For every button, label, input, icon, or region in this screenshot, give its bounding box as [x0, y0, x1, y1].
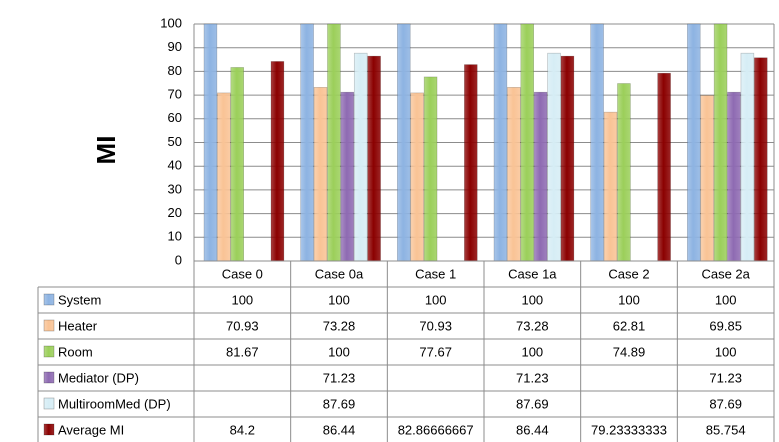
- data-label: 100: [425, 292, 447, 307]
- category-label: Case 2a: [701, 266, 750, 281]
- bar-average-mi-case-0a: [367, 55, 381, 262]
- bar-system-case-2a: [687, 23, 701, 262]
- y-tick-label: 90: [168, 39, 182, 54]
- bar-room-case-2: [617, 83, 631, 262]
- bar-mediator-dp-case-0a: [340, 91, 355, 262]
- data-label: 85.754: [706, 422, 746, 437]
- legend-swatch-mediator-dp: [43, 371, 55, 384]
- bar-room-case-1: [423, 76, 438, 262]
- data-label: 100: [715, 292, 737, 307]
- bar-room-case-2a: [713, 23, 728, 262]
- y-axis-label: MI: [91, 136, 121, 165]
- bar-heater-case-2: [603, 111, 618, 262]
- data-label: 74.89: [613, 344, 646, 359]
- bar-system-case-0: [203, 23, 218, 262]
- bar-system-case-0a: [300, 23, 314, 262]
- y-tick-label: 10: [168, 229, 182, 244]
- bar-room-case-0a: [327, 23, 341, 262]
- data-label: 71.23: [323, 370, 356, 385]
- data-label: 100: [618, 292, 640, 307]
- data-label: 100: [328, 344, 350, 359]
- bar-system-case-1: [397, 23, 411, 262]
- data-label: 87.69: [516, 396, 549, 411]
- bar-multiroommed-dp-case-1a: [547, 52, 561, 262]
- data-label: 62.81: [613, 318, 646, 333]
- data-label: 82.86666667: [398, 422, 474, 437]
- legend-swatch-heater: [43, 319, 55, 332]
- legend-swatch-multiroommed-dp: [43, 397, 55, 410]
- data-label: 71.23: [516, 370, 549, 385]
- legend-label-multiroommed-dp: MultiroomMed (DP): [58, 396, 171, 411]
- bar-heater-case-0a: [313, 87, 328, 262]
- bar-average-mi-case-2a: [754, 57, 768, 262]
- data-label: 69.85: [709, 318, 742, 333]
- bar-multiroommed-dp-case-2a: [740, 52, 755, 262]
- bar-average-mi-case-2: [657, 72, 671, 262]
- bar-system-case-1a: [493, 23, 508, 262]
- data-label: 71.23: [709, 370, 742, 385]
- data-label: 100: [715, 344, 737, 359]
- bar-multiroommed-dp-case-0a: [353, 52, 368, 262]
- y-tick-label: 0: [175, 252, 182, 267]
- data-label: 84.2: [230, 422, 255, 437]
- bar-heater-case-1: [410, 92, 424, 262]
- bars: [203, 23, 768, 262]
- y-axis-ticks: 0 10 20 30 40 50 60 70 80 90 100: [160, 15, 182, 267]
- data-label: 100: [521, 344, 543, 359]
- bar-average-mi-case-0: [270, 61, 285, 262]
- bar-heater-case-1a: [507, 87, 521, 262]
- category-label: Case 1: [415, 266, 456, 281]
- data-label: 100: [231, 292, 253, 307]
- data-label: 77.67: [419, 344, 452, 359]
- legend-label-room: Room: [58, 344, 93, 359]
- legend-label-system: System: [58, 292, 101, 307]
- category-label: Case 2: [608, 266, 649, 281]
- bar-mediator-dp-case-2a: [727, 91, 741, 262]
- data-label: 86.44: [323, 422, 356, 437]
- data-label: 86.44: [516, 422, 549, 437]
- bar-room-case-0: [230, 67, 245, 262]
- bar-mediator-dp-case-1a: [533, 91, 548, 262]
- y-tick-label: 100: [160, 15, 182, 30]
- y-tick-label: 60: [168, 110, 182, 125]
- bar-average-mi-case-1: [464, 64, 478, 262]
- category-label: Case 1a: [508, 266, 557, 281]
- data-label: 81.67: [226, 344, 259, 359]
- data-label: 79.23333333: [591, 422, 667, 437]
- y-tick-label: 70: [168, 87, 182, 102]
- legend-swatch-room: [43, 345, 55, 358]
- data-label: 100: [328, 292, 350, 307]
- data-label: 87.69: [709, 396, 742, 411]
- legend-swatch-average-mi: [43, 423, 55, 436]
- category-label: Case 0a: [315, 266, 364, 281]
- y-tick-label: 40: [168, 158, 182, 173]
- data-label: 87.69: [323, 396, 356, 411]
- y-tick-label: 30: [168, 181, 182, 196]
- bar-average-mi-case-1a: [560, 55, 575, 262]
- data-label: 73.28: [516, 318, 549, 333]
- legend-label-heater: Heater: [58, 318, 98, 333]
- y-tick-label: 20: [168, 205, 182, 220]
- data-table: Case 0 Case 0a Case 1 Case 1a Case 2 Case 2a S…: [37, 260, 775, 442]
- y-tick-label: 80: [168, 63, 182, 78]
- y-tick-label: 50: [168, 134, 182, 149]
- bar-heater-case-2a: [700, 95, 714, 262]
- gridlines: [193, 23, 775, 262]
- legend-label-mediator-dp: Mediator (DP): [58, 370, 139, 385]
- data-label: 70.93: [419, 318, 452, 333]
- data-label: 73.28: [323, 318, 356, 333]
- bar-system-case-2: [590, 23, 604, 262]
- data-label: 70.93: [226, 318, 259, 333]
- data-label: 100: [521, 292, 543, 307]
- bar-heater-case-0: [217, 92, 231, 262]
- legend-label-average-mi: Average MI: [58, 422, 124, 437]
- bar-room-case-1a: [520, 23, 534, 262]
- legend-swatch-system: [43, 293, 55, 306]
- category-label: Case 0: [222, 266, 263, 281]
